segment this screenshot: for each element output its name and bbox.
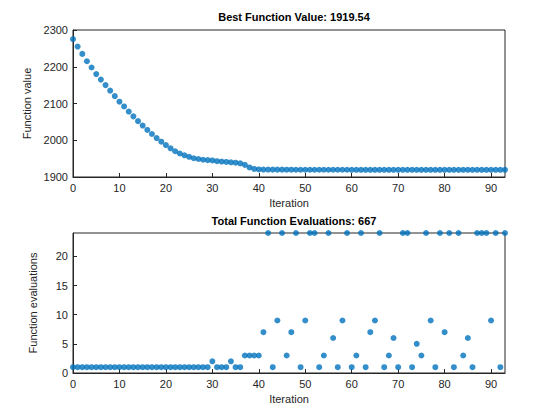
svg-text:10: 10 [56,309,68,321]
svg-text:20: 20 [160,182,172,194]
svg-text:Best Function Value: 1919.54: Best Function Value: 1919.54 [218,11,370,23]
svg-text:20: 20 [160,378,172,390]
svg-text:Total Function Evaluations: 66: Total Function Evaluations: 667 [212,215,377,227]
svg-text:40: 40 [253,182,265,194]
svg-text:Iteration: Iteration [269,197,309,209]
svg-text:5: 5 [62,338,68,350]
svg-text:2000: 2000 [44,134,68,146]
svg-text:10: 10 [113,182,125,194]
svg-text:2300: 2300 [44,24,68,36]
svg-text:50: 50 [299,378,311,390]
svg-text:1900: 1900 [44,171,68,183]
svg-text:0: 0 [70,378,76,390]
svg-text:15: 15 [56,280,68,292]
svg-text:Iteration: Iteration [269,393,309,405]
svg-text:80: 80 [438,182,450,194]
svg-text:Function evaluations: Function evaluations [27,252,39,353]
svg-text:2200: 2200 [44,61,68,73]
svg-text:20: 20 [56,250,68,262]
svg-text:60: 60 [346,378,358,390]
svg-text:10: 10 [113,378,125,390]
svg-text:40: 40 [253,378,265,390]
svg-text:90: 90 [485,182,497,194]
svg-text:30: 30 [206,378,218,390]
svg-text:90: 90 [485,378,497,390]
svg-text:70: 70 [392,182,404,194]
svg-text:60: 60 [346,182,358,194]
svg-text:70: 70 [392,378,404,390]
svg-text:Function value: Function value [21,68,33,140]
svg-text:50: 50 [299,182,311,194]
svg-text:30: 30 [206,182,218,194]
svg-text:0: 0 [70,182,76,194]
svg-text:2100: 2100 [44,98,68,110]
svg-text:80: 80 [438,378,450,390]
svg-text:0: 0 [62,367,68,379]
